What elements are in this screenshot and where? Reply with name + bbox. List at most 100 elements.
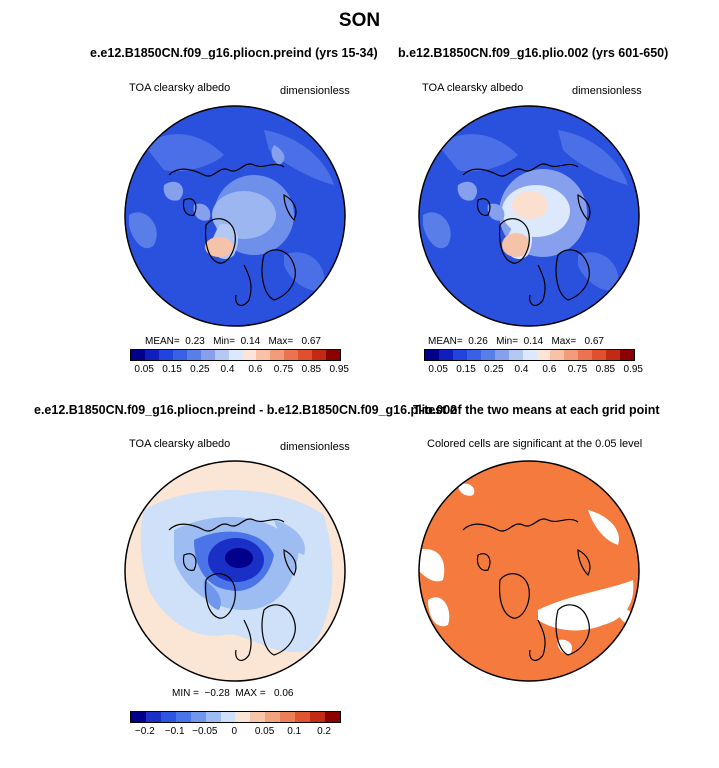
colorbar-1-swatch	[270, 350, 285, 360]
panel-units-3: dimensionless	[280, 441, 350, 453]
colorbar-3-tick-label: 0.05	[254, 726, 275, 737]
map-4-border	[418, 460, 640, 682]
colorbar-3-swatch	[310, 712, 325, 722]
figure-title: SON	[338, 10, 381, 31]
colorbar-1-swatch	[228, 350, 243, 360]
map-2-border	[418, 105, 640, 327]
colorbar-3-swatch	[250, 712, 266, 722]
colorbar-2-swatch	[578, 350, 593, 360]
colorbar-2	[424, 349, 635, 361]
colorbar-1-tick-label: 0.95	[329, 364, 349, 375]
colorbar-1-swatch	[131, 350, 145, 360]
colorbar-2-swatch	[620, 350, 635, 360]
colorbar-2-swatch	[466, 350, 481, 360]
colorbar-1-tick-label: 0.6	[248, 364, 263, 375]
colorbar-2-swatch	[550, 350, 565, 360]
panel-stats-2: MEAN= 0.26 Min= 0.14 Max= 0.67	[428, 336, 604, 347]
colorbar-1-tick-label: 0.15	[162, 364, 182, 375]
colorbar-1-tick-label: 0.4	[220, 364, 235, 375]
colorbar-3-swatch	[205, 712, 221, 722]
map-1-border	[124, 105, 346, 327]
colorbar-3-tick-label: −0.2	[134, 726, 155, 737]
colorbar-2-swatch	[438, 350, 453, 360]
colorbar-3-tick-label: −0.1	[164, 726, 185, 737]
colorbar-3-swatch	[175, 712, 191, 722]
colorbar-3-swatch	[295, 712, 311, 722]
panel-stats-1: MEAN= 0.23 Min= 0.14 Max= 0.67	[145, 336, 321, 347]
colorbar-3-swatch	[145, 712, 161, 722]
colorbar-1-swatch	[256, 350, 271, 360]
map-3-coastline	[168, 518, 285, 532]
panel-units-2: dimensionless	[572, 85, 642, 97]
map-2-greenland-high	[502, 233, 530, 257]
colorbar-3-swatch	[235, 712, 251, 722]
colorbar-1-swatch	[186, 350, 201, 360]
colorbar-1-swatch	[284, 350, 299, 360]
colorbar-2-tick-label: 0.25	[484, 364, 504, 375]
polar-map-2	[418, 105, 640, 327]
map-1-greenland-high	[205, 237, 233, 257]
colorbar-1-swatch	[214, 350, 229, 360]
map-4-nonsignificant-region	[419, 549, 445, 582]
panel-title-3: e.e12.B1850CN.f09_g16.pliocn.preind - b.…	[34, 403, 458, 417]
colorbar-3-swatch	[324, 712, 340, 722]
panel-title-4: T-test of the two means at each grid poi…	[413, 403, 660, 417]
colorbar-3-swatch	[280, 712, 296, 722]
colorbar-1-swatch	[144, 350, 159, 360]
polar-map-4	[418, 460, 640, 682]
colorbar-2-tick-label: 0.75	[567, 364, 588, 375]
colorbar-2-tick-label: 0.85	[595, 364, 616, 375]
colorbar-2-tick-label: 0.15	[456, 364, 476, 375]
colorbar-1-tick-label: 0.05	[134, 364, 154, 375]
panel-title-2: b.e12.B1850CN.f09_g16.plio.002 (yrs 601-…	[398, 46, 669, 60]
colorbar-1	[130, 349, 341, 361]
colorbar-1-tick-label: 0.25	[190, 364, 210, 375]
colorbar-2-swatch	[592, 350, 607, 360]
polar-map-1	[124, 105, 346, 327]
panel-note-4: Colored cells are significant at the 0.0…	[427, 438, 643, 450]
colorbar-2-tick-label: 0.05	[428, 364, 448, 375]
map-1-coastline	[168, 163, 285, 177]
colorbar-2-tick-label: 0.95	[623, 364, 643, 375]
colorbar-2-swatch	[494, 350, 509, 360]
colorbar-3-swatch	[160, 712, 176, 722]
colorbar-1-swatch	[172, 350, 187, 360]
colorbar-1-swatch	[326, 350, 341, 360]
panel-variable-1: TOA clearsky albedo	[129, 82, 231, 94]
colorbar-1-swatch	[200, 350, 215, 360]
map-2-coastline	[462, 163, 579, 177]
map-3-border	[124, 460, 346, 682]
colorbar-2-swatch	[452, 350, 467, 360]
colorbar-3-tick-label: 0	[231, 726, 238, 737]
colorbar-3-tick-label: 0.2	[317, 726, 331, 737]
colorbar-1-swatch	[158, 350, 173, 360]
polar-map-3	[124, 460, 346, 682]
colorbar-2-swatch	[425, 350, 439, 360]
colorbar-1-swatch	[242, 350, 257, 360]
colorbar-3-swatch	[265, 712, 281, 722]
colorbar-3-swatch	[220, 712, 236, 722]
colorbar-3-swatch	[190, 712, 206, 722]
panel-stats-3: MIN = −0.28 MAX = 0.06	[172, 688, 294, 699]
colorbar-1-swatch	[312, 350, 327, 360]
colorbar-1-tick-label: 0.85	[301, 364, 322, 375]
panel-variable-2: TOA clearsky albedo	[422, 82, 524, 94]
colorbar-3-tick-label: −0.05	[192, 726, 218, 737]
panel-units-1: dimensionless	[280, 85, 350, 97]
colorbar-3-swatch	[131, 712, 146, 722]
colorbar-2-swatch	[508, 350, 523, 360]
colorbar-2-swatch	[522, 350, 537, 360]
panel-variable-3: TOA clearsky albedo	[129, 438, 231, 450]
colorbar-3-tick-label: 0.1	[287, 726, 302, 737]
colorbar-2-tick-label: 0.6	[542, 364, 557, 375]
colorbar-3	[130, 711, 341, 723]
colorbar-1-tick-label: 0.75	[273, 364, 294, 375]
colorbar-2-tick-label: 0.4	[514, 364, 529, 375]
colorbar-1-swatch	[298, 350, 313, 360]
map-4-coastline	[462, 518, 579, 532]
colorbar-2-swatch	[480, 350, 495, 360]
colorbar-2-swatch	[564, 350, 579, 360]
map-4-significant-field	[419, 461, 639, 681]
colorbar-2-swatch	[606, 350, 621, 360]
panel-title-1: e.e12.B1850CN.f09_g16.pliocn.preind (yrs…	[90, 46, 378, 60]
